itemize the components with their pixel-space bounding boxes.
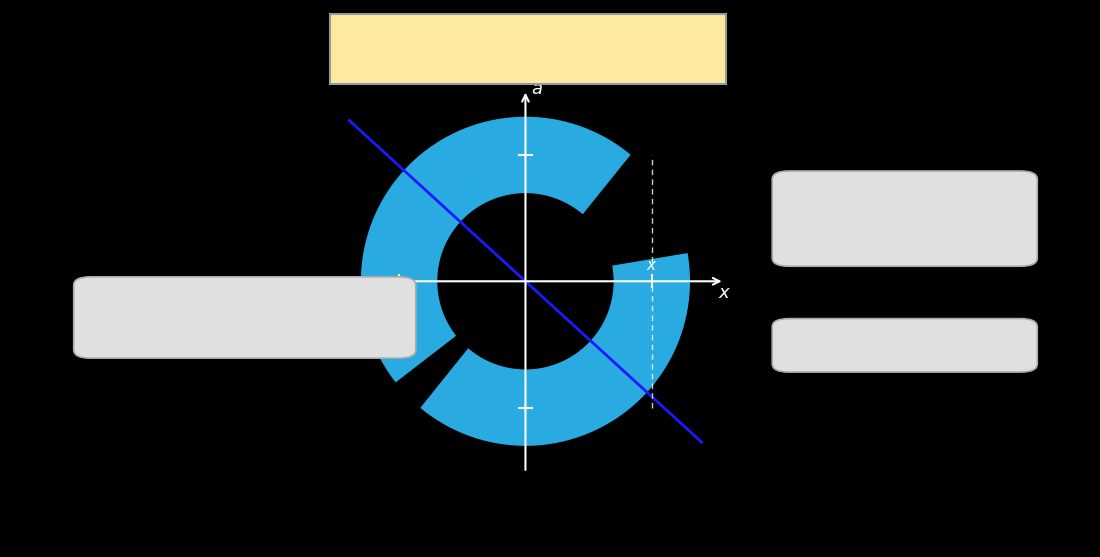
Text: $x$: $x$ xyxy=(718,284,732,302)
Text: GRAPH  OF  $a = -\omega^2x$: GRAPH OF $a = -\omega^2x$ xyxy=(406,36,650,62)
Text: AMPLITUDE OF
OSCILLATIONS: AMPLITUDE OF OSCILLATIONS xyxy=(796,190,906,227)
Text: DISPLACEMENT: DISPLACEMENT xyxy=(796,337,906,351)
Text: $x$: $x$ xyxy=(646,258,657,273)
Text: $a$: $a$ xyxy=(531,80,542,97)
Text: GRADIENT $= \dfrac{a}{x} = -\omega^2$: GRADIENT $= \dfrac{a}{x} = -\omega^2$ xyxy=(110,303,282,330)
